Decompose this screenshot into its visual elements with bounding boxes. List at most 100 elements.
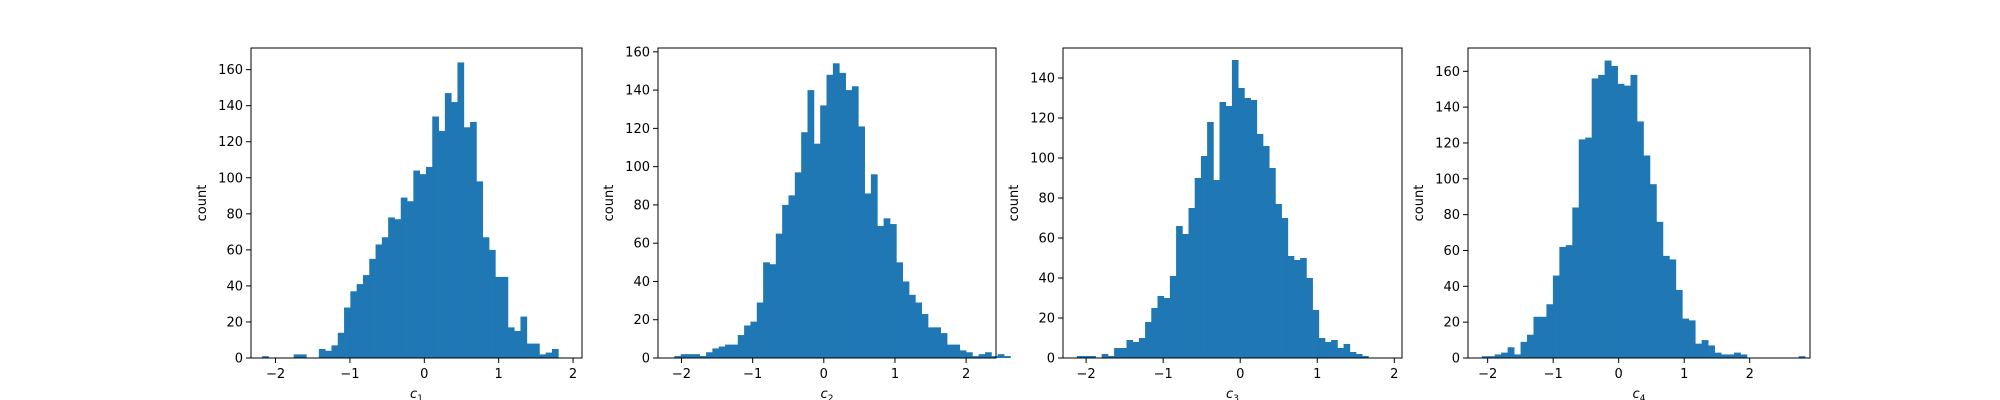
- y-tick-label: 0: [1047, 352, 1055, 367]
- x-tick-label: 2: [569, 367, 577, 382]
- histogram-3-xlabel: c3: [1226, 387, 1239, 400]
- histogram-3-bar: [1194, 178, 1202, 358]
- histogram-1-bar: [444, 93, 452, 358]
- x-tick-label: −2: [1478, 367, 1497, 382]
- histogram-3-bar: [1250, 100, 1258, 358]
- histogram-1-bar: [520, 316, 528, 358]
- histogram-1-ylabel: count: [195, 185, 210, 222]
- histogram-1-bar: [539, 354, 547, 358]
- histogram-3-bar: [1293, 260, 1301, 358]
- histogram-4-bar: [1740, 354, 1748, 358]
- histogram-2-bar: [896, 262, 904, 358]
- histogram-2-bar: [801, 132, 808, 358]
- histogram-1-bar: [331, 345, 339, 358]
- histogram-3-bar: [1362, 356, 1369, 358]
- histogram-2-bar: [851, 86, 859, 359]
- histogram-1-bar: [299, 354, 307, 358]
- histogram-1-bar: [533, 343, 540, 358]
- histogram-4-bar: [1533, 316, 1541, 358]
- histogram-1-bar: [356, 284, 364, 358]
- histogram-2-bar: [737, 335, 745, 358]
- histogram-4-bar: [1649, 184, 1657, 358]
- histogram-4-frame: [1467, 47, 1811, 359]
- y-tick-label: 60: [633, 237, 650, 252]
- histogram-1-bar: [476, 181, 484, 358]
- histogram-4-bar: [1701, 340, 1709, 358]
- histogram-2-bar: [972, 356, 980, 358]
- histogram-1-bar: [325, 350, 332, 358]
- y-tick-label: 120: [625, 122, 650, 137]
- histogram-1-bar: [495, 276, 502, 358]
- y-tick-label: 60: [1443, 244, 1460, 259]
- histogram-2-bar: [775, 233, 783, 358]
- histogram-1-bar: [419, 174, 427, 358]
- histogram-2-bar: [966, 352, 973, 358]
- histogram-4-bar: [1688, 320, 1696, 358]
- histogram-2-bar: [725, 344, 732, 358]
- x-tick-label: −2: [266, 367, 285, 382]
- histogram-2-bar: [763, 262, 770, 358]
- histogram-4-bar: [1546, 304, 1554, 358]
- histogram-2-bar: [858, 126, 865, 359]
- histogram-1-bar: [413, 170, 421, 358]
- y-tick-label: 140: [1030, 72, 1055, 87]
- x-tick-label: −2: [1077, 367, 1096, 382]
- histogram-4-ylabel: count: [1412, 185, 1427, 222]
- histogram-4-bar: [1514, 354, 1521, 358]
- histogram-2-bar: [731, 344, 739, 358]
- x-tick-label: 0: [420, 367, 428, 382]
- histogram-1-bar: [432, 116, 439, 359]
- histogram-1-bar: [551, 348, 559, 358]
- histogram-2-bar: [788, 195, 796, 358]
- y-tick-label: 40: [1038, 272, 1055, 287]
- histogram-4-bar: [1572, 207, 1580, 358]
- histogram-1-bar: [293, 354, 301, 358]
- histogram-3-bar: [1324, 342, 1332, 358]
- histogram-4-bar: [1585, 137, 1593, 358]
- histogram-3-bar: [1213, 180, 1220, 358]
- histogram-1-bar: [470, 121, 477, 359]
- x-tick-label: −1: [1154, 367, 1173, 382]
- histogram-2-bar: [985, 352, 992, 358]
- histogram-4-bar: [1617, 83, 1625, 358]
- histogram-2-frame: [657, 47, 997, 359]
- histogram-3-bar: [1244, 98, 1251, 358]
- histogram-1-bar: [381, 237, 389, 358]
- histogram-2-bar: [934, 327, 942, 358]
- histogram-3-bar: [1126, 340, 1134, 358]
- histogram-1-bar: [337, 332, 345, 358]
- histogram-4-bar: [1507, 347, 1515, 358]
- histogram-1-bar: [425, 166, 433, 358]
- histogram-4-bar: [1604, 60, 1612, 358]
- histogram-1-bar: [514, 330, 521, 358]
- histogram-1-bar: [482, 237, 490, 358]
- y-tick-label: 140: [1435, 101, 1460, 116]
- histogram-2-bar: [1004, 356, 1011, 358]
- histogram-2-bar: [997, 354, 1005, 358]
- histogram-3-bar: [1176, 226, 1183, 358]
- histogram-3-bar: [1120, 348, 1127, 358]
- histogram-1-bar: [375, 244, 383, 358]
- histogram-3-bar: [1138, 338, 1146, 358]
- histogram-2-bar: [693, 354, 701, 358]
- histogram-3-bar: [1182, 234, 1189, 358]
- y-tick-label: 80: [1443, 208, 1460, 223]
- histogram-4-bar: [1565, 245, 1573, 358]
- x-tick-label: 1: [891, 367, 899, 382]
- histogram-3-bar: [1157, 296, 1165, 358]
- histogram-4-bar: [1559, 246, 1567, 358]
- x-tick-label: −2: [672, 367, 691, 382]
- y-tick-label: 100: [1030, 152, 1055, 167]
- histogram-3-bar: [1275, 204, 1282, 358]
- histogram-3-bar: [1349, 352, 1357, 358]
- histogram-4-bar: [1733, 352, 1741, 358]
- y-tick-label: 20: [226, 315, 243, 330]
- histogram-3-bar: [1163, 298, 1171, 358]
- y-tick-label: 80: [1038, 192, 1055, 207]
- histogram-4-bar: [1494, 354, 1502, 358]
- y-tick-label: 120: [1030, 112, 1055, 127]
- histogram-3-bar: [1262, 146, 1270, 358]
- histogram-2-bar: [959, 350, 967, 358]
- histogram-3-bar: [1101, 354, 1109, 358]
